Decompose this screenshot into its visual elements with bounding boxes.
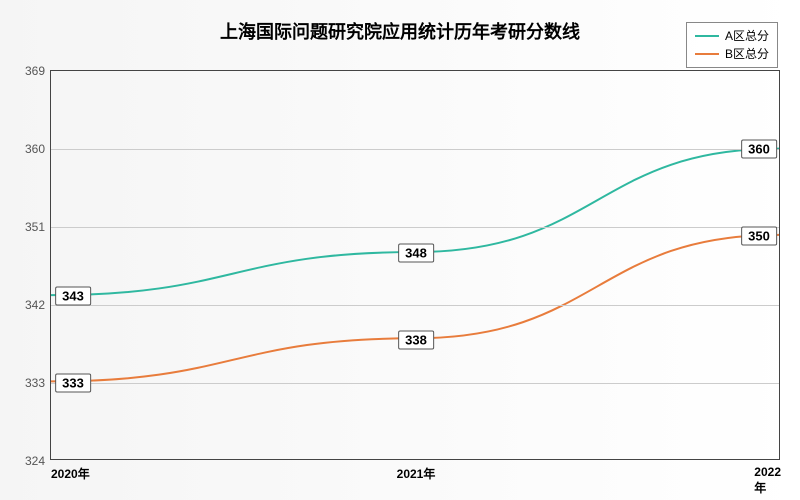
point-label: 360 <box>741 140 777 159</box>
legend-label-a: A区总分 <box>725 27 769 45</box>
point-label: 343 <box>55 287 91 306</box>
series-a-line <box>51 149 779 296</box>
gridline <box>51 305 779 306</box>
y-tick-label: 324 <box>25 454 51 468</box>
line-svg <box>51 71 779 459</box>
legend-entry-b: B区总分 <box>695 45 769 63</box>
x-tick-label: 2021年 <box>397 459 436 482</box>
plot-area: 3243333423513603692020年2021年2022年3433483… <box>50 70 780 460</box>
gridline <box>51 227 779 228</box>
x-tick-label: 2020年 <box>51 459 90 482</box>
y-tick-label: 351 <box>25 220 51 234</box>
legend-entry-a: A区总分 <box>695 27 769 45</box>
y-tick-label: 342 <box>25 298 51 312</box>
chart-title: 上海国际问题研究院应用统计历年考研分数线 <box>220 18 580 44</box>
gridline <box>51 383 779 384</box>
point-label: 350 <box>741 226 777 245</box>
y-tick-label: 360 <box>25 142 51 156</box>
legend-label-b: B区总分 <box>725 45 769 63</box>
y-tick-label: 333 <box>25 376 51 390</box>
gridline <box>51 149 779 150</box>
legend-line-b-icon <box>695 53 719 55</box>
chart-container: 上海国际问题研究院应用统计历年考研分数线 A区总分 B区总分 324 333 342… <box>0 0 800 500</box>
y-tick-label: 369 <box>25 64 51 78</box>
point-label: 348 <box>398 244 434 263</box>
legend: A区总分 B区总分 <box>686 22 778 68</box>
point-label: 333 <box>55 374 91 393</box>
point-label: 338 <box>398 330 434 349</box>
x-tick-label: 2022年 <box>754 459 781 496</box>
legend-line-a-icon <box>695 35 719 37</box>
